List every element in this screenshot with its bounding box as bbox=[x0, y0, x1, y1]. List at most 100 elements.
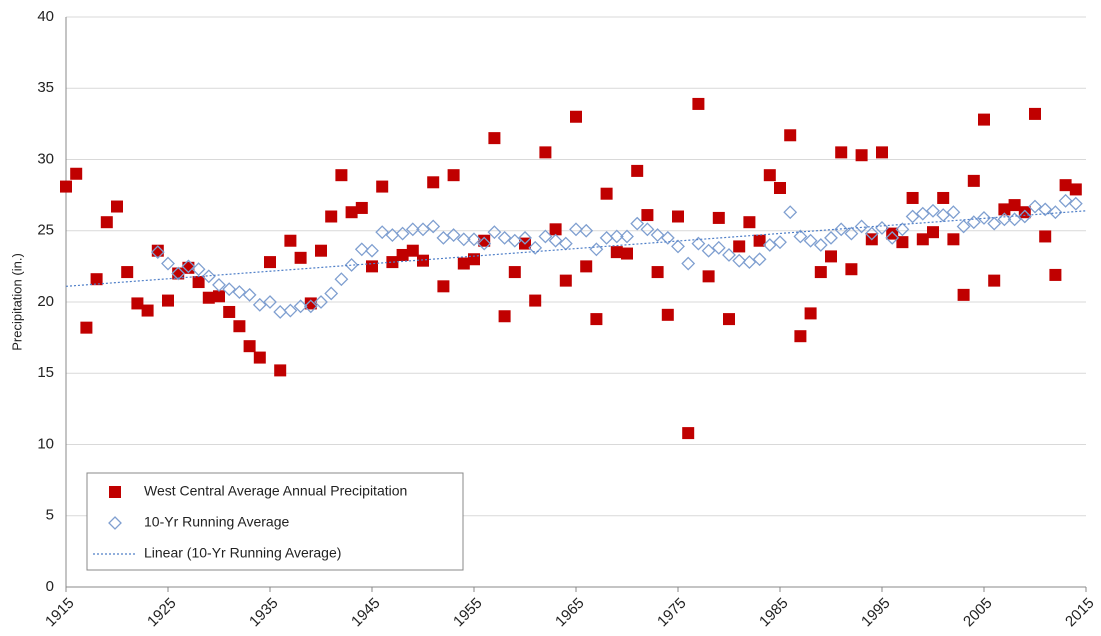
data-point bbox=[599, 230, 614, 245]
data-point bbox=[437, 280, 450, 293]
data-point bbox=[508, 266, 521, 279]
data-point bbox=[1038, 202, 1053, 217]
data-point bbox=[325, 210, 338, 223]
data-point bbox=[864, 226, 879, 241]
data-point bbox=[1008, 199, 1021, 212]
data-point bbox=[121, 266, 134, 279]
x-tick-label: 1965 bbox=[552, 595, 588, 631]
data-point bbox=[60, 180, 72, 193]
y-tick-label: 25 bbox=[37, 222, 54, 239]
data-point bbox=[895, 222, 910, 237]
data-point bbox=[456, 232, 471, 247]
data-point bbox=[651, 266, 664, 279]
data-point bbox=[344, 258, 359, 272]
data-point bbox=[762, 238, 777, 252]
data-point bbox=[354, 242, 369, 257]
data-point bbox=[222, 282, 237, 297]
data-point bbox=[621, 247, 633, 260]
data-point bbox=[630, 216, 645, 231]
data-point bbox=[742, 255, 757, 270]
data-point bbox=[426, 219, 441, 234]
data-point bbox=[794, 330, 807, 343]
data-point bbox=[916, 233, 929, 246]
data-point bbox=[396, 248, 409, 261]
y-tick-label: 15 bbox=[37, 364, 54, 381]
data-point bbox=[844, 226, 859, 241]
data-point bbox=[936, 208, 951, 222]
data-point bbox=[90, 273, 103, 286]
data-point bbox=[886, 227, 899, 240]
data-point bbox=[641, 209, 654, 222]
data-point bbox=[416, 222, 430, 237]
data-point bbox=[1039, 230, 1052, 243]
data-point bbox=[457, 257, 470, 270]
data-point bbox=[283, 303, 298, 318]
x-tick-label: 1985 bbox=[756, 595, 792, 631]
data-point bbox=[885, 230, 900, 245]
data-point bbox=[906, 191, 919, 204]
data-point bbox=[161, 256, 175, 271]
data-point bbox=[294, 251, 307, 264]
trend-line bbox=[65, 210, 1087, 287]
y-tick-label: 35 bbox=[37, 79, 54, 96]
legend-swatch bbox=[109, 486, 121, 498]
x-tick-label: 1915 bbox=[42, 595, 78, 631]
data-point bbox=[987, 216, 1002, 231]
data-point bbox=[600, 187, 613, 200]
data-point bbox=[549, 223, 562, 236]
data-point bbox=[181, 259, 196, 274]
data-point bbox=[324, 286, 339, 301]
data-point bbox=[345, 206, 358, 219]
data-point bbox=[671, 239, 685, 254]
data-point bbox=[201, 269, 216, 284]
data-point bbox=[915, 206, 930, 221]
data-point bbox=[355, 201, 368, 214]
data-point bbox=[212, 277, 226, 292]
data-point bbox=[334, 272, 349, 287]
data-point bbox=[580, 260, 593, 273]
data-point bbox=[293, 299, 308, 314]
data-point bbox=[773, 235, 787, 250]
data-point bbox=[926, 203, 940, 218]
data-point bbox=[845, 263, 858, 276]
data-point bbox=[497, 230, 512, 245]
data-point bbox=[1029, 107, 1041, 120]
x-tick-label: 1925 bbox=[144, 595, 180, 631]
data-point bbox=[335, 169, 348, 182]
data-point bbox=[538, 229, 553, 244]
x-tick-label: 1975 bbox=[654, 595, 690, 631]
data-point bbox=[753, 234, 766, 247]
data-point bbox=[467, 232, 481, 247]
data-point bbox=[1068, 196, 1083, 211]
data-point bbox=[672, 210, 684, 223]
data-point bbox=[813, 238, 828, 252]
data-point bbox=[202, 291, 215, 304]
data-point bbox=[589, 242, 604, 257]
data-point bbox=[243, 340, 256, 353]
data-point bbox=[478, 234, 491, 247]
y-tick-label: 30 bbox=[37, 150, 54, 167]
data-point bbox=[447, 169, 460, 182]
data-point bbox=[570, 110, 582, 123]
data-point bbox=[876, 146, 888, 159]
data-point bbox=[1069, 183, 1082, 196]
x-tick-label: 1955 bbox=[450, 595, 486, 631]
data-point bbox=[213, 290, 225, 303]
data-point bbox=[609, 229, 624, 244]
data-point bbox=[824, 230, 838, 245]
data-point bbox=[507, 233, 522, 248]
data-point bbox=[682, 427, 695, 440]
x-tick-label: 2005 bbox=[960, 595, 996, 631]
data-point bbox=[1058, 193, 1073, 208]
data-point bbox=[854, 219, 869, 234]
data-point bbox=[875, 220, 889, 235]
data-point bbox=[376, 180, 389, 193]
data-point bbox=[487, 225, 502, 240]
data-point bbox=[905, 209, 920, 224]
data-point bbox=[559, 274, 572, 287]
data-point bbox=[274, 364, 287, 377]
data-point bbox=[468, 253, 480, 266]
data-point bbox=[957, 288, 970, 301]
data-point bbox=[803, 233, 818, 248]
data-point bbox=[182, 261, 195, 274]
